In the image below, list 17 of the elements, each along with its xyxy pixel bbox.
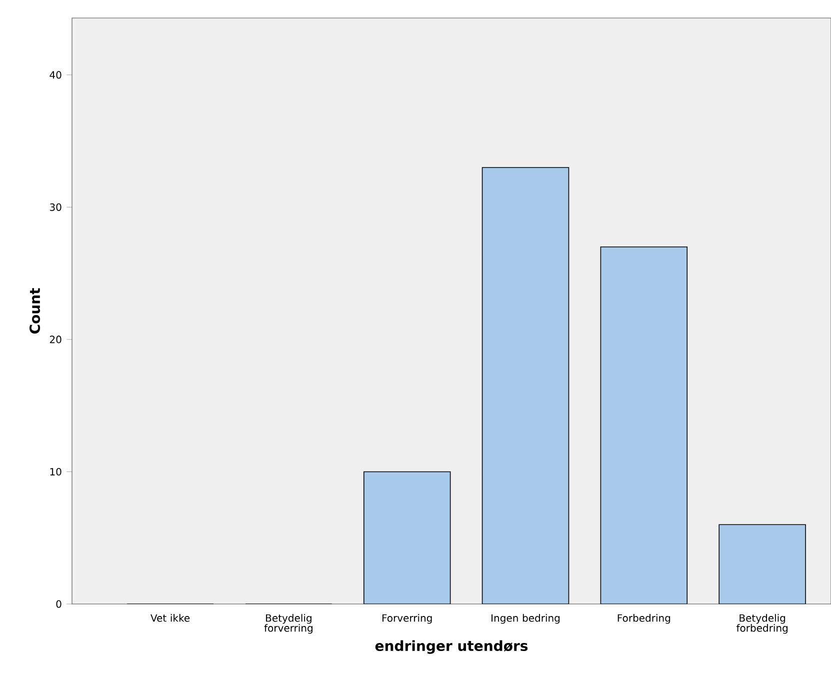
bar xyxy=(482,167,570,604)
bar xyxy=(718,524,806,604)
y-tick-label: 10 xyxy=(50,468,62,476)
bar xyxy=(363,471,451,604)
bar xyxy=(600,246,688,604)
x-axis-title: endringer utendørs xyxy=(375,640,528,654)
y-tick-label: 40 xyxy=(50,71,62,79)
x-tick-label: Betydelig forverring xyxy=(264,614,312,634)
x-tick-label: Vet ikke xyxy=(150,614,190,622)
y-tick-label: 30 xyxy=(50,203,62,211)
x-tick-label: Forbedring xyxy=(618,614,670,624)
y-tick-label: 0 xyxy=(56,600,62,608)
y-axis-title: Count xyxy=(29,288,40,334)
x-tick-label: Betydelig forbedring xyxy=(736,614,788,634)
y-tick-label: 20 xyxy=(50,336,62,344)
x-tick-label: Ingen bedring xyxy=(492,614,560,624)
x-tick-label: Forverring xyxy=(382,614,432,624)
